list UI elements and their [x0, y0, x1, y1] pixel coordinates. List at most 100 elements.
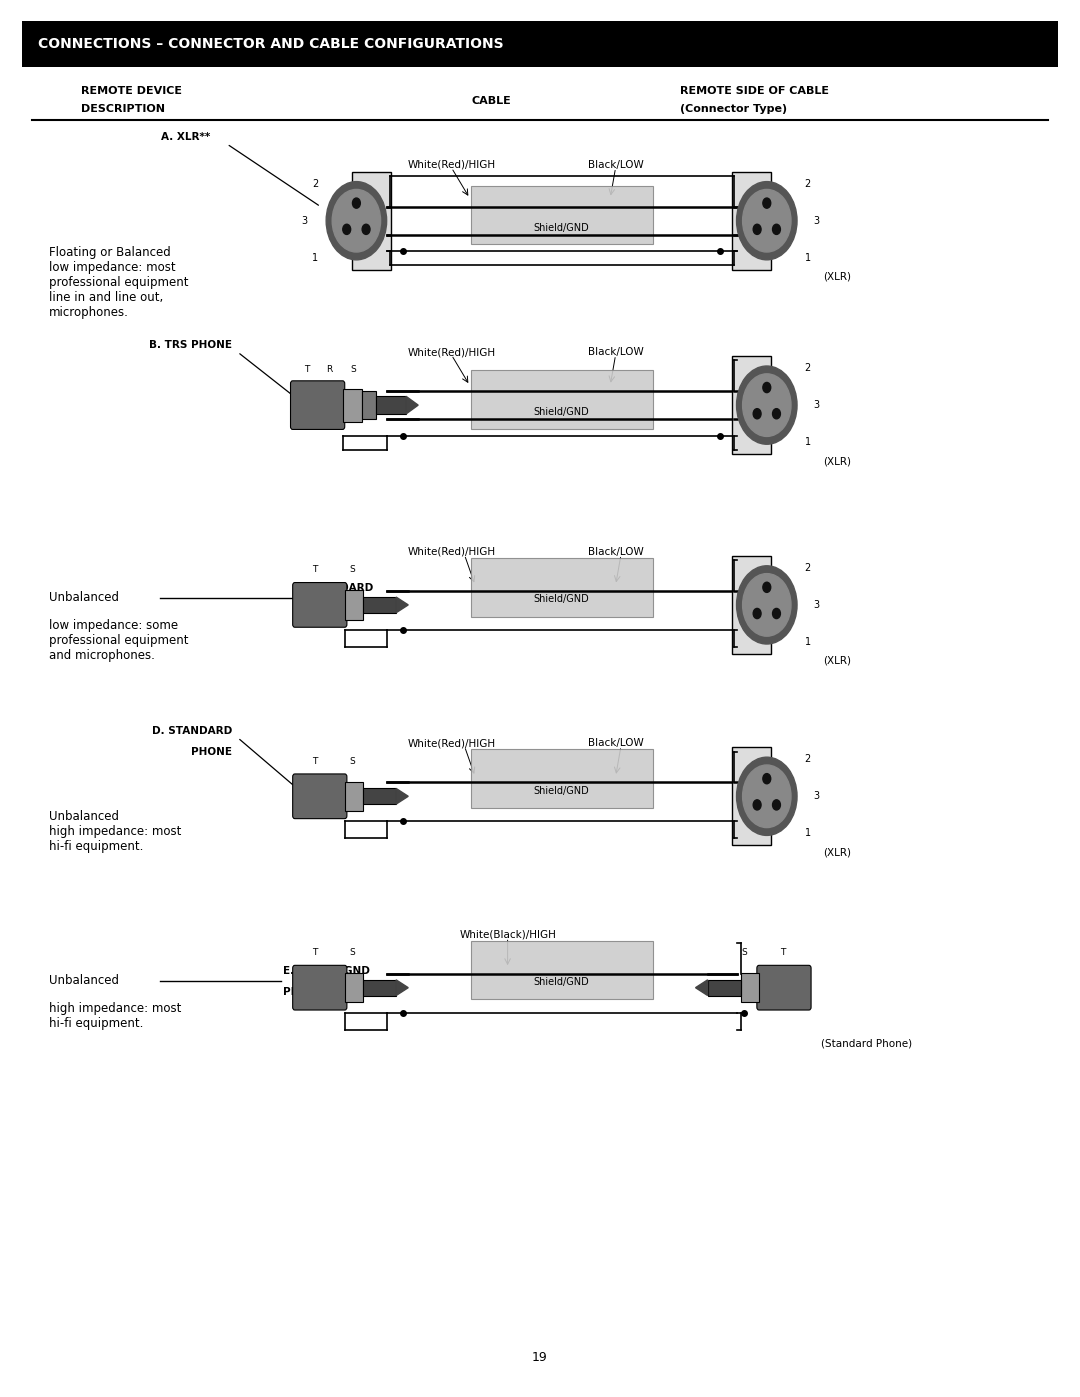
Text: 1: 1 — [805, 437, 811, 447]
Bar — [732, 356, 771, 454]
Text: S: S — [350, 949, 355, 957]
Text: DESCRIPTION: DESCRIPTION — [81, 103, 165, 115]
Text: 2: 2 — [312, 179, 319, 189]
Text: Shield/GND: Shield/GND — [534, 977, 590, 988]
Text: T: T — [303, 366, 309, 374]
Text: 3: 3 — [813, 400, 820, 411]
Text: S: S — [350, 566, 355, 574]
Text: Shield/GND: Shield/GND — [534, 222, 590, 233]
Text: White(Red)/HIGH: White(Red)/HIGH — [407, 738, 496, 749]
FancyBboxPatch shape — [291, 381, 345, 429]
Circle shape — [753, 225, 761, 235]
Circle shape — [772, 409, 781, 419]
Text: 2: 2 — [805, 754, 811, 764]
Text: Black/LOW: Black/LOW — [588, 546, 644, 557]
Text: Black/LOW: Black/LOW — [588, 159, 644, 170]
Bar — [362, 391, 376, 419]
Text: A. XLR**: A. XLR** — [161, 131, 211, 142]
Bar — [342, 388, 362, 422]
Circle shape — [772, 225, 781, 235]
Text: Floating or Balanced
low impedance: most
professional equipment
line in and line: Floating or Balanced low impedance: most… — [49, 246, 188, 319]
Bar — [732, 556, 771, 654]
Text: S: S — [741, 949, 746, 957]
Circle shape — [753, 609, 761, 619]
Circle shape — [772, 800, 781, 810]
Circle shape — [762, 383, 771, 393]
Text: Shield/GND: Shield/GND — [534, 594, 590, 605]
Circle shape — [743, 766, 791, 827]
Bar — [741, 972, 759, 1003]
Circle shape — [762, 583, 771, 592]
Text: 2: 2 — [805, 179, 811, 189]
Text: PHONE: PHONE — [283, 986, 324, 997]
Text: C. STANDARD: C. STANDARD — [294, 583, 373, 594]
Text: Unbalanced
high impedance: most
hi-fi equipment.: Unbalanced high impedance: most hi-fi eq… — [49, 810, 181, 854]
Text: White(Red)/HIGH: White(Red)/HIGH — [407, 159, 496, 170]
Bar — [471, 370, 652, 429]
Bar — [471, 940, 652, 999]
Text: 3: 3 — [813, 791, 820, 802]
Bar — [345, 782, 363, 810]
Text: B. TRS PHONE: B. TRS PHONE — [149, 339, 232, 351]
Circle shape — [342, 225, 351, 235]
Circle shape — [762, 774, 771, 784]
Text: 1: 1 — [805, 828, 811, 838]
Text: Shield/GND: Shield/GND — [534, 785, 590, 796]
Text: CONNECTIONS – CONNECTOR AND CABLE CONFIGURATIONS: CONNECTIONS – CONNECTOR AND CABLE CONFIG… — [38, 36, 503, 52]
Text: PHONE: PHONE — [191, 746, 232, 757]
Text: 3: 3 — [301, 215, 308, 226]
Text: Unbalanced: Unbalanced — [49, 974, 119, 988]
Bar — [363, 597, 396, 613]
Text: Black/LOW: Black/LOW — [588, 346, 644, 358]
Bar — [363, 788, 396, 805]
Bar — [732, 172, 771, 270]
Text: PHONE: PHONE — [294, 604, 335, 615]
Text: (XLR): (XLR) — [823, 847, 851, 858]
Circle shape — [762, 198, 771, 208]
Circle shape — [333, 190, 380, 251]
Text: White(Red)/HIGH: White(Red)/HIGH — [407, 346, 496, 358]
Bar — [22, 21, 1058, 67]
Text: (XLR): (XLR) — [823, 655, 851, 666]
Text: 2: 2 — [805, 563, 811, 573]
Text: E. SHIELD/GND: E. SHIELD/GND — [283, 965, 369, 977]
Circle shape — [743, 190, 791, 251]
Bar — [732, 747, 771, 845]
Text: T: T — [781, 949, 786, 957]
Circle shape — [737, 366, 797, 444]
Circle shape — [753, 800, 761, 810]
Text: White(Black)/HIGH: White(Black)/HIGH — [459, 929, 556, 940]
FancyBboxPatch shape — [293, 583, 347, 627]
Bar — [345, 591, 363, 620]
FancyBboxPatch shape — [757, 965, 811, 1010]
Text: REMOTE SIDE OF CABLE: REMOTE SIDE OF CABLE — [680, 85, 829, 96]
Text: (Standard Phone): (Standard Phone) — [821, 1038, 912, 1049]
Text: T: T — [312, 949, 318, 957]
Text: S: S — [350, 366, 356, 374]
Text: 2: 2 — [805, 363, 811, 373]
Polygon shape — [696, 979, 707, 996]
Circle shape — [737, 182, 797, 260]
Bar — [363, 979, 396, 996]
Text: R: R — [326, 366, 332, 374]
Bar — [345, 972, 363, 1003]
Polygon shape — [396, 788, 408, 805]
Text: 3: 3 — [813, 599, 820, 610]
Text: 1: 1 — [805, 637, 811, 647]
Text: S: S — [350, 757, 355, 766]
Text: 3: 3 — [813, 215, 820, 226]
Circle shape — [753, 409, 761, 419]
Circle shape — [326, 182, 387, 260]
Polygon shape — [396, 979, 408, 996]
Text: T: T — [312, 566, 318, 574]
Text: low impedance: some
professional equipment
and microphones.: low impedance: some professional equipme… — [49, 619, 188, 662]
Text: Unbalanced: Unbalanced — [49, 591, 119, 605]
Circle shape — [743, 374, 791, 436]
Text: CABLE: CABLE — [472, 95, 511, 106]
Polygon shape — [406, 397, 418, 414]
Text: Black/LOW: Black/LOW — [588, 738, 644, 749]
Text: White(Red)/HIGH: White(Red)/HIGH — [407, 546, 496, 557]
Text: REMOTE DEVICE: REMOTE DEVICE — [81, 85, 183, 96]
Bar — [376, 397, 406, 414]
Circle shape — [772, 609, 781, 619]
